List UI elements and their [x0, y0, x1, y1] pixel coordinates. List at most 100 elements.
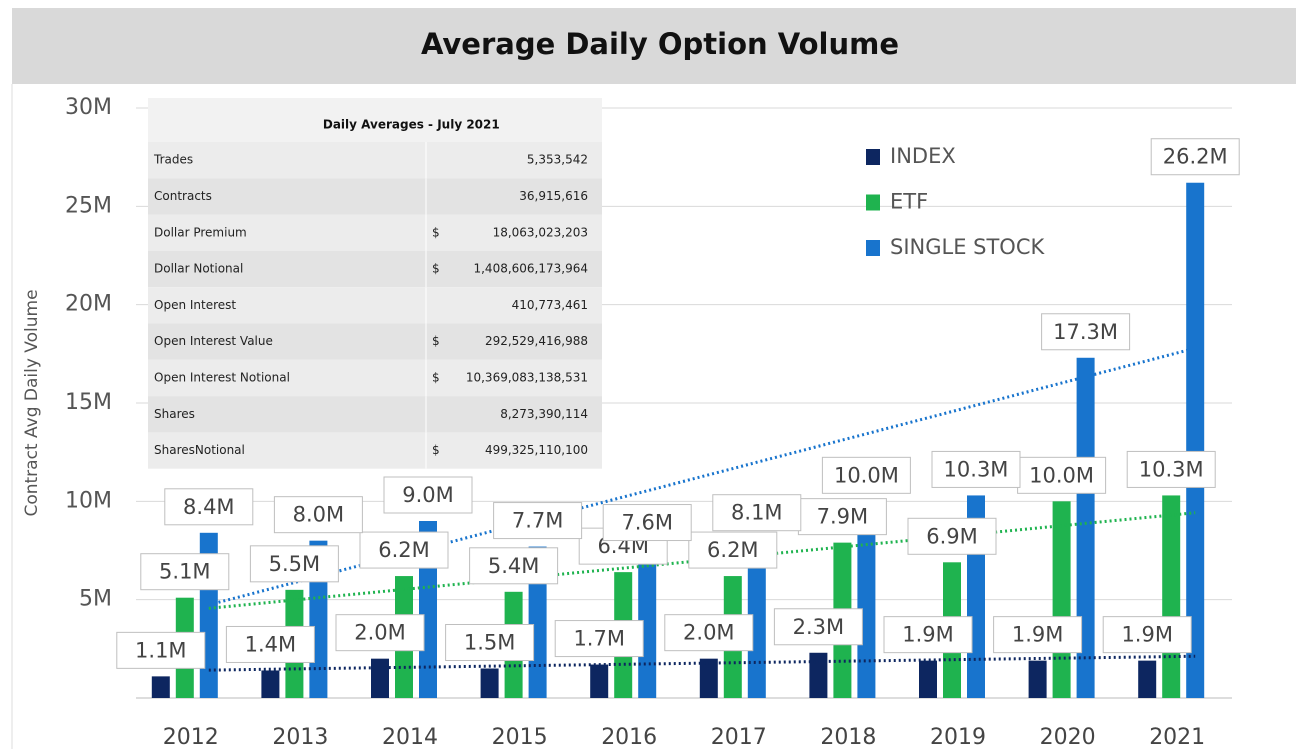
data-label: 10.0M: [834, 463, 899, 487]
table-currency: $: [432, 443, 440, 457]
data-label-box: [1150, 138, 1240, 176]
data-label-box: [1126, 450, 1216, 488]
x-tick-label: 2017: [711, 725, 767, 749]
table-row: [148, 178, 602, 215]
legend-label: INDEX: [890, 144, 956, 168]
x-tick-label: 2018: [820, 725, 876, 749]
table-value: 292,529,416,988: [485, 334, 588, 348]
table-row: [148, 396, 602, 433]
data-label-box: [773, 608, 863, 646]
table-title-bg: [148, 98, 602, 144]
y-tick-label: 25M: [65, 193, 112, 218]
table-row: [148, 142, 602, 179]
bar: [638, 548, 657, 698]
data-label: 2.0M: [354, 621, 406, 645]
data-label: 2.3M: [793, 615, 845, 639]
table-row: [148, 359, 602, 397]
data-label-box: [602, 504, 692, 542]
data-label-box: [797, 498, 887, 536]
data-label-box: [359, 531, 449, 569]
bar: [480, 668, 499, 698]
data-label: 26.2M: [1163, 145, 1228, 169]
data-label: 1.5M: [464, 631, 516, 655]
table-label: Contracts: [154, 189, 212, 203]
data-label: 1.7M: [573, 627, 625, 651]
data-label-box: [164, 488, 254, 526]
data-label: 1.1M: [135, 638, 187, 662]
table-value: 1,408,606,173,964: [473, 262, 588, 276]
data-label-box: [907, 517, 997, 555]
bar: [371, 658, 389, 698]
data-label: 1.9M: [902, 623, 954, 647]
table-title: Daily Averages - July 2021: [323, 118, 500, 132]
data-label-box: [140, 553, 230, 591]
bar: [151, 676, 170, 698]
data-label: 8.0M: [293, 503, 345, 527]
bar: [1076, 357, 1095, 698]
data-label-box: [445, 624, 535, 661]
data-label-box: [469, 547, 559, 585]
data-label-box: [249, 545, 339, 583]
data-label-box: [335, 614, 425, 652]
table-currency: $: [432, 370, 440, 384]
x-tick-label: 2014: [382, 725, 438, 749]
legend-swatch: [866, 149, 880, 165]
data-label: 1.9M: [1121, 623, 1173, 647]
data-label: 6.2M: [378, 538, 430, 562]
data-label-box: [116, 631, 206, 669]
data-label: 7.7M: [512, 509, 564, 533]
bar: [1138, 660, 1157, 698]
table-label: Dollar Premium: [154, 225, 247, 239]
title-band: [12, 8, 1296, 84]
bar: [1028, 660, 1047, 698]
chart-title: Average Daily Option Volume: [421, 27, 899, 61]
y-tick-label: 5M: [79, 587, 112, 612]
bar: [919, 660, 937, 698]
data-label-box: [931, 450, 1021, 488]
data-label: 8.4M: [183, 495, 235, 519]
data-label: 10.0M: [1029, 463, 1094, 487]
table-row: [148, 250, 602, 288]
bar: [1186, 182, 1205, 698]
table-label: Open Interest: [154, 298, 236, 312]
table-currency: $: [432, 262, 440, 276]
y-tick-label: 30M: [65, 95, 112, 120]
table-value: 8,273,390,114: [500, 407, 588, 421]
x-tick-label: 2012: [163, 725, 219, 749]
data-label: 5.1M: [159, 560, 211, 584]
data-label-box: [383, 476, 473, 514]
table-value: 410,773,461: [512, 298, 588, 312]
bar: [1162, 495, 1181, 698]
x-tick-label: 2019: [930, 725, 986, 749]
bar: [747, 538, 766, 698]
y-tick-label: 20M: [65, 292, 112, 317]
table-label: Trades: [153, 153, 193, 167]
legend-label: SINGLE STOCK: [890, 235, 1045, 259]
data-label-box: [225, 625, 315, 663]
data-label: 10.3M: [944, 457, 1009, 481]
data-label-box: [493, 502, 583, 540]
data-label-box: [883, 616, 973, 654]
table-row: [148, 287, 602, 324]
table-value: 5,353,542: [527, 153, 588, 167]
data-label: 5.5M: [269, 552, 321, 576]
data-label-box: [712, 494, 802, 532]
data-label-box: [273, 496, 363, 534]
table-currency: $: [432, 334, 440, 348]
data-label: 7.9M: [817, 505, 869, 529]
data-label-box: [664, 614, 754, 652]
table-label: Open Interest Value: [154, 334, 273, 348]
legend-label: ETF: [890, 190, 928, 214]
bar: [590, 664, 609, 698]
table-label: Shares: [154, 407, 195, 421]
x-tick-label: 2013: [272, 725, 328, 749]
data-label: 7.6M: [621, 511, 673, 535]
x-tick-label: 2016: [601, 725, 657, 749]
table-value: 499,325,110,100: [485, 443, 588, 457]
data-label: 8.1M: [731, 501, 783, 525]
data-label-box: [1102, 616, 1192, 654]
legend-swatch: [866, 194, 880, 211]
bar: [857, 501, 876, 698]
data-label: 10.3M: [1139, 457, 1204, 481]
